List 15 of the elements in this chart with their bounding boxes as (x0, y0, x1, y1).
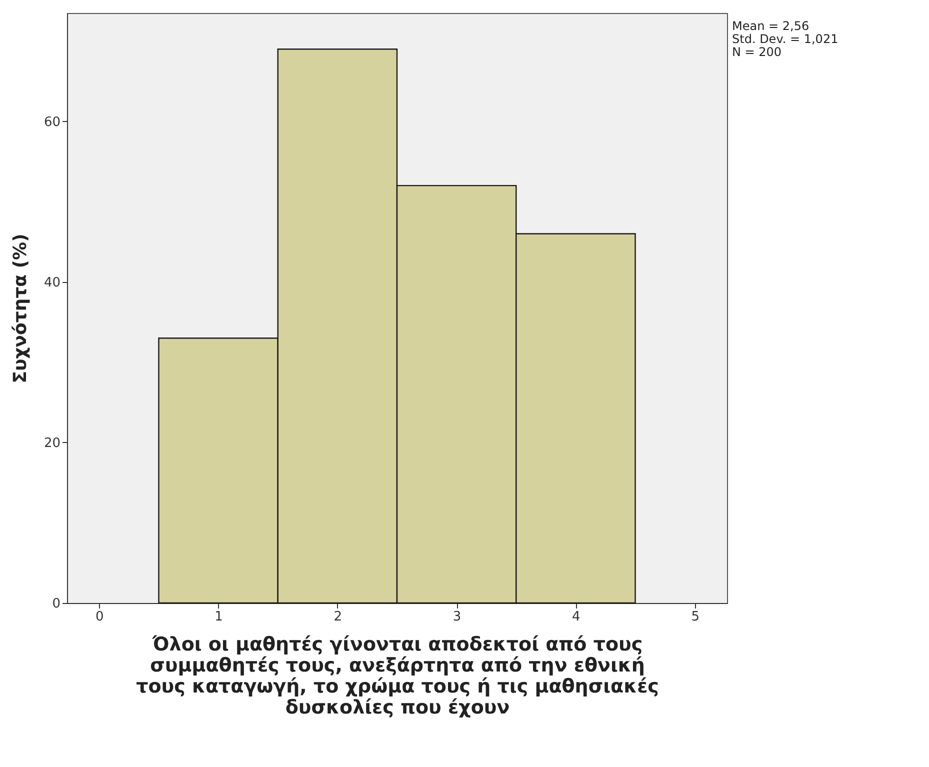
x-tick-label: 4 (572, 610, 580, 624)
y-tick-label: 60 (44, 114, 60, 130)
x-tick-label: 2 (334, 610, 342, 624)
x-tick-label: 1 (214, 610, 223, 624)
x-axis-title: Όλοι οι μαθητές γίνονται αποδεκτοί από τους συμμαθητές τους, ανεξάρτητα από την εθνική τους καταγωγή, το χρώμα τους ή τις μαθησιακές δυσκολίες που έχουν (136, 634, 659, 718)
y-tick-label: 20 (44, 436, 60, 451)
y-tick-label: 0 (52, 596, 60, 612)
x-tick-label: 3 (452, 610, 462, 624)
text: Std. Dev. = 1,021 (732, 32, 838, 46)
x-tick-label: 5 (691, 610, 700, 624)
y-axis-title: Συχνότητα (%) (10, 234, 31, 384)
y-tick-label: 40 (44, 275, 60, 290)
x-tick-label: 0 (96, 610, 104, 624)
text: N = 200 (732, 45, 782, 59)
text: Mean = 2,56 (732, 19, 810, 33)
